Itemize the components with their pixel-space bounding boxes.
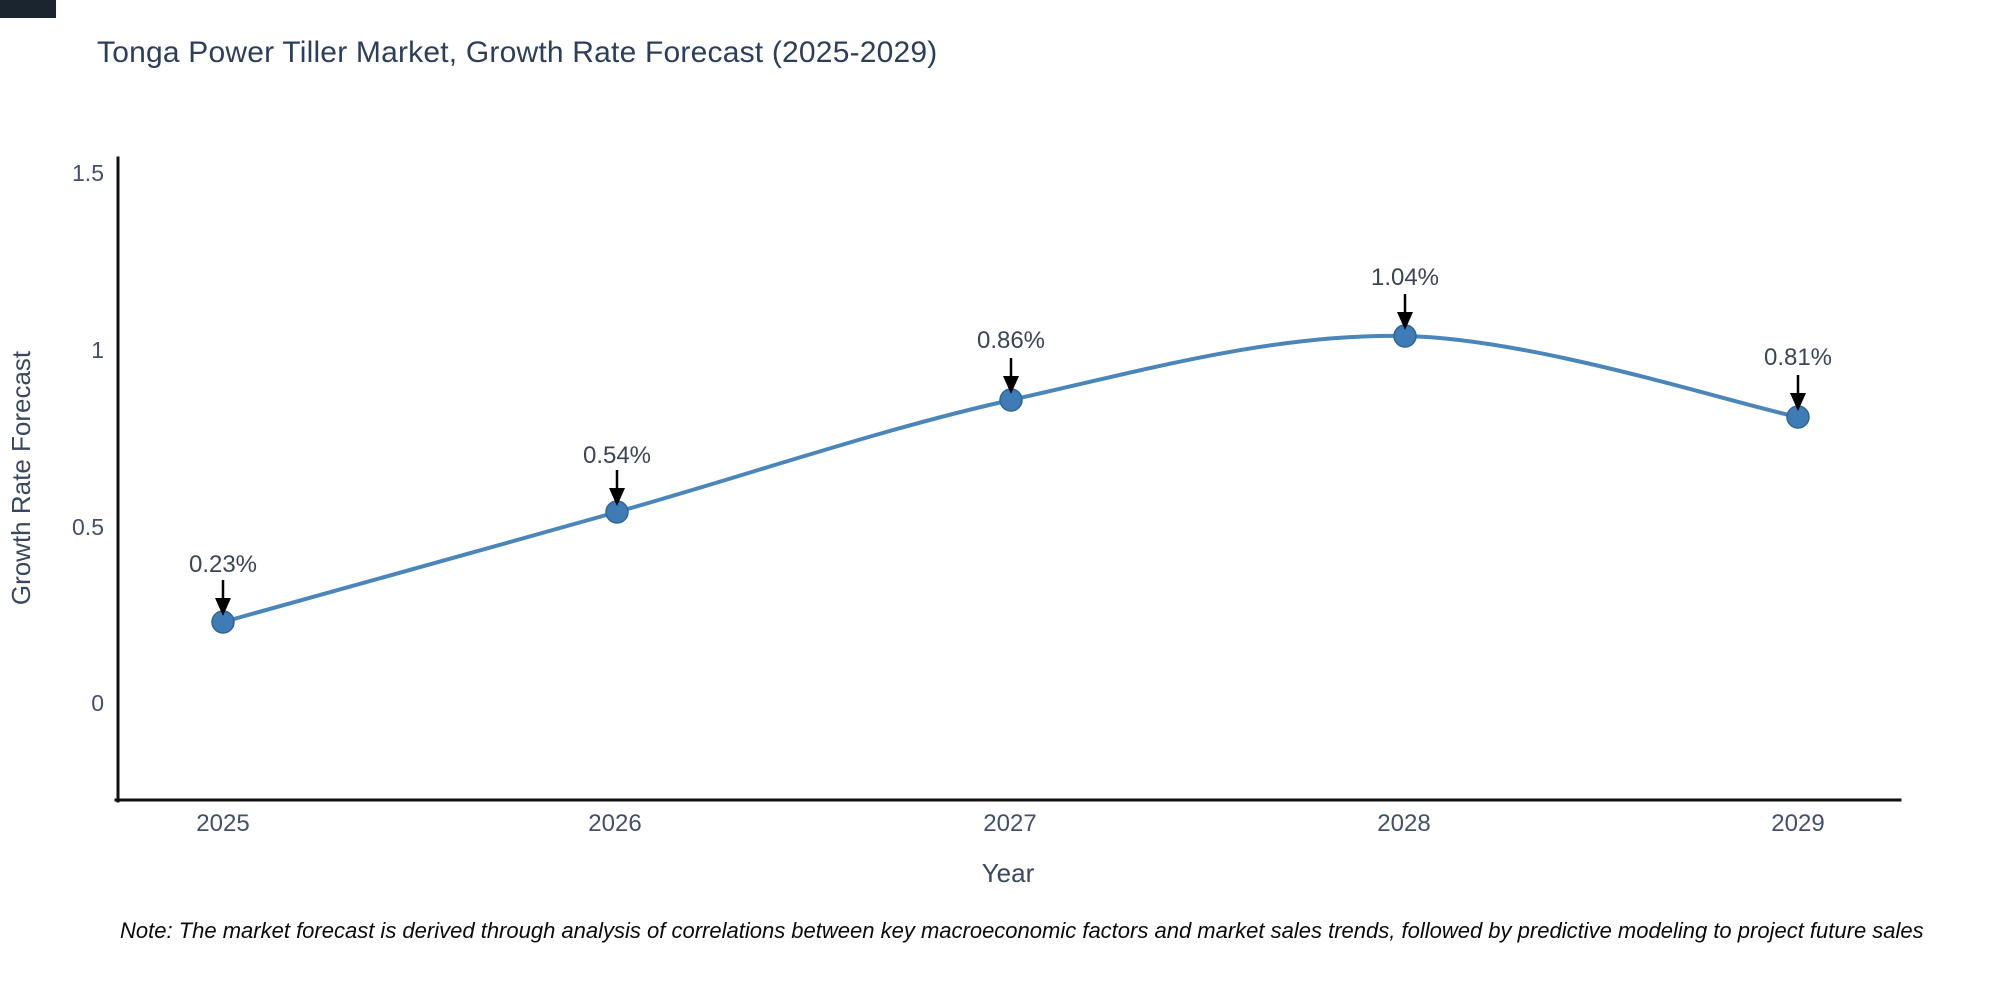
note-text: Note: The market forecast is derived thr…	[120, 918, 1924, 943]
annotation-arrow-2027	[1003, 358, 1019, 394]
y-tick-1: 1	[91, 337, 104, 363]
x-axis-title: Year	[982, 858, 1035, 888]
y-tick-1.5: 1.5	[72, 160, 104, 186]
point-label-2026: 0.54%	[583, 442, 651, 469]
point-label-2027: 0.86%	[977, 327, 1045, 354]
corner-artifact	[0, 0, 56, 18]
x-tick-2028: 2028	[1377, 810, 1430, 837]
point-label-2028: 1.04%	[1371, 264, 1439, 291]
x-tick-2027: 2027	[983, 810, 1036, 837]
y-tick-0.5: 0.5	[72, 514, 104, 540]
x-tick-2026: 2026	[588, 810, 641, 837]
x-tick-2029: 2029	[1771, 810, 1824, 837]
y-axis-title: Growth Rate Forecast	[6, 350, 36, 605]
point-label-2025: 0.23%	[189, 551, 257, 578]
chart-title: Tonga Power Tiller Market, Growth Rate F…	[97, 36, 938, 69]
annotation-arrow-2029	[1790, 375, 1806, 411]
point-label-2029: 0.81%	[1764, 344, 1832, 371]
y-tick-0: 0	[91, 690, 104, 716]
annotation-arrow-2028	[1397, 294, 1413, 330]
annotation-arrow-2026	[609, 470, 625, 506]
x-tick-2025: 2025	[196, 810, 249, 837]
annotation-arrow-2025	[215, 580, 231, 616]
